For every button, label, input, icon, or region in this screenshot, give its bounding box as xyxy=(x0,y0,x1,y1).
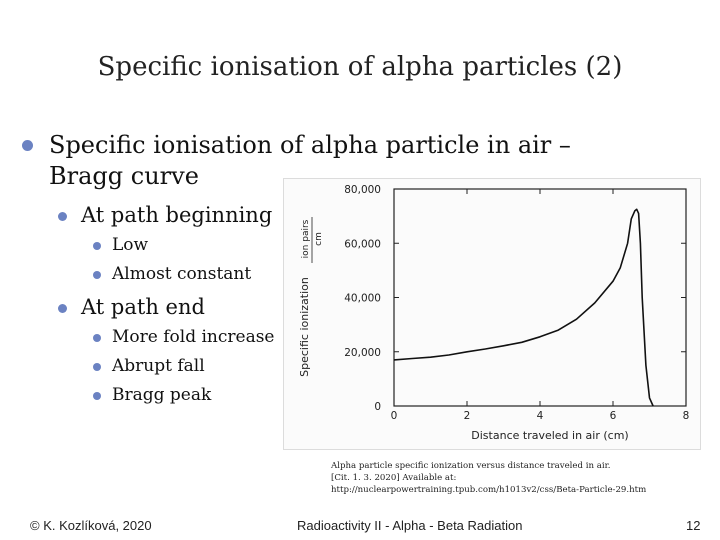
y-axis-label-group: Specific ionization ion pairs cm xyxy=(298,217,324,377)
bullet-text: Bragg peak xyxy=(112,385,212,405)
x-tick-label: 6 xyxy=(610,410,617,422)
bullet-dot-icon xyxy=(93,363,101,371)
x-tick-label: 4 xyxy=(537,410,544,422)
bullet-bragg-peak: Bragg peak xyxy=(93,385,211,405)
y-tick-label: 0 xyxy=(374,401,381,413)
caption-source-url: http://nuclearpowertraining.tpub.com/h10… xyxy=(331,485,647,495)
bullet-dot-icon xyxy=(93,392,101,400)
bullet-dot-icon xyxy=(58,212,67,221)
chart-series xyxy=(393,208,654,407)
bullet-bragg-curve: Specific ionisation of alpha particle in… xyxy=(22,130,642,192)
x-tick-label: 8 xyxy=(683,410,690,422)
bullet-text: At path end xyxy=(81,295,205,319)
chart-ticks: 0 20,000 40,000 60,000 80,000 0 2 4 6 8 xyxy=(344,184,689,422)
y-axis-unit-top: ion pairs xyxy=(301,219,311,258)
bullet-more-fold-increase: More fold increase xyxy=(93,327,275,347)
bragg-curve-svg: Specific ionization ion pairs cm 0 20,000… xyxy=(298,184,689,442)
x-tick-label: 0 xyxy=(391,410,398,422)
bullet-dot-icon xyxy=(93,271,101,279)
bragg-curve-chart: Specific ionization ion pairs cm 0 20,000… xyxy=(283,178,701,450)
bullet-text: Almost constant xyxy=(112,264,252,284)
bullet-text: Abrupt fall xyxy=(112,356,205,376)
y-axis-unit-bottom: cm xyxy=(314,232,324,246)
caption-line-1: Alpha particle specific ionization versu… xyxy=(331,461,611,471)
bullet-text: Specific ionisation of alpha particle in… xyxy=(49,131,571,190)
bullet-dot-icon xyxy=(58,304,67,313)
footer-author: © K. Kozlíková, 2020 xyxy=(30,518,152,533)
bullet-text: Low xyxy=(112,235,149,255)
x-axis-label: Distance traveled in air (cm) xyxy=(471,429,628,442)
footer-course: Radioactivity II - Alpha - Beta Radiatio… xyxy=(297,518,523,533)
y-tick-label: 20,000 xyxy=(344,347,381,359)
y-tick-label: 80,000 xyxy=(344,184,381,196)
y-tick-label: 60,000 xyxy=(344,238,381,250)
bullet-path-beginning: At path beginning xyxy=(58,203,272,227)
bragg-curve-line xyxy=(393,208,654,407)
footer-page-number: 12 xyxy=(686,518,701,533)
bullet-low: Low xyxy=(93,235,148,255)
bullet-abrupt-fall: Abrupt fall xyxy=(93,356,205,376)
bullet-path-end: At path end xyxy=(58,295,205,319)
bullet-dot-icon xyxy=(93,242,101,250)
slide-title: Specific ionisation of alpha particles (… xyxy=(97,52,623,82)
bullet-almost-constant: Almost constant xyxy=(93,264,251,284)
x-tick-label: 2 xyxy=(464,410,471,422)
caption-line-2: [Cit. 1. 3. 2020] Available at: xyxy=(331,473,457,483)
y-axis-label: Specific ionization xyxy=(298,277,311,377)
bullet-text: More fold increase xyxy=(112,327,275,347)
bullet-dot-icon xyxy=(22,140,33,151)
bullet-dot-icon xyxy=(93,334,101,342)
y-tick-label: 40,000 xyxy=(344,293,381,305)
figure-caption: Alpha particle specific ionization versu… xyxy=(331,460,661,496)
bullet-text: At path beginning xyxy=(81,203,273,227)
